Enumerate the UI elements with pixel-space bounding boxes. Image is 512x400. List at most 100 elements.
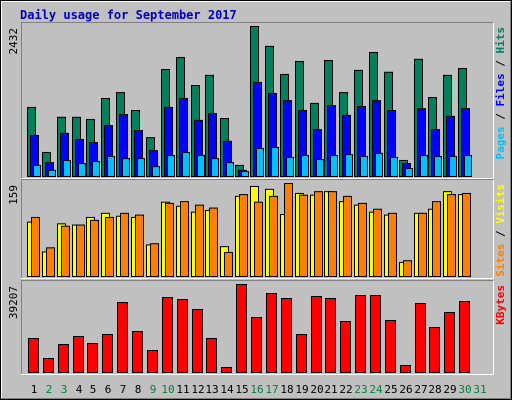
bar [150,243,159,278]
bar [102,334,113,374]
bar [33,164,41,177]
legend-separator: / [494,107,507,127]
legend-entry: Pages [494,126,507,159]
bar [301,155,309,177]
bar [31,216,40,277]
bar [92,160,100,177]
x-tick-label: 4 [76,383,83,396]
bar [330,155,338,177]
bar [78,163,86,178]
bar [345,154,353,178]
bar [90,219,99,278]
bar [224,252,233,278]
x-tick-label: 30 [458,383,471,396]
bar [388,212,397,277]
x-tick-label: 29 [443,383,456,396]
bar [420,155,428,177]
bar [76,224,85,278]
bar [120,212,129,277]
bar [271,147,279,178]
bar [316,159,324,177]
x-tick-label: 9 [150,383,157,396]
bar [375,152,383,178]
bar [43,357,54,373]
bar [415,303,426,373]
bar [447,194,456,277]
bar [281,297,292,373]
bar [197,155,205,177]
x-tick-label: 5 [90,383,97,396]
legend-entry: Sites [494,244,507,277]
x-tick-label: 11 [176,383,189,396]
bar [211,158,219,177]
x-tick-label: 15 [235,383,248,396]
bar [325,297,336,373]
bar [137,158,145,177]
legend: Sites / Visits [494,184,507,277]
x-tick-label: 23 [354,383,367,396]
x-tick-label: 18 [280,383,293,396]
x-tick-label: 13 [205,383,218,396]
bar [221,366,232,374]
bar [432,201,441,278]
bar [162,297,173,373]
x-tick-label: 27 [414,383,427,396]
bar [444,312,455,373]
bar [58,344,69,373]
bar [405,167,413,177]
x-tick-label: 28 [428,383,441,396]
x-tick-label: 3 [61,383,68,396]
bar [434,155,442,178]
bar [28,337,39,374]
bar [147,350,158,374]
bar [314,191,323,277]
bar [239,194,248,277]
x-tick-label: 24 [369,383,383,396]
bar [256,147,264,177]
bar [418,212,427,277]
bar [61,225,70,278]
bar [464,155,472,177]
x-tick-label: 10 [161,383,174,396]
bar [385,319,396,373]
legend-separator: / [494,54,507,74]
bar [429,326,440,373]
bar [122,158,130,177]
bar [403,260,412,278]
bar [459,301,470,374]
legend: Pages / Files / Hits [494,27,507,160]
legend: KBytes [494,285,507,325]
bar [63,159,71,178]
bar [360,155,368,178]
x-tick-label: 14 [220,383,234,396]
bar [226,162,234,177]
bar [286,156,294,177]
bar [46,247,55,278]
bar [241,171,249,178]
bar [462,192,471,277]
bar [390,156,398,177]
bar [373,208,382,278]
bar [177,299,188,373]
x-tick-label: 12 [191,383,204,396]
x-tick-label: 19 [295,383,308,396]
bar [180,201,189,278]
bar [343,195,352,277]
x-tick-label: 16 [250,383,263,396]
x-tick-label: 8 [135,383,142,396]
x-tick-label: 6 [105,383,112,396]
x-tick-label: 20 [310,383,323,396]
bar [236,284,247,373]
bar [192,308,203,374]
bar [135,214,144,277]
legend-entry: Visits [494,184,507,224]
bar [311,296,322,373]
y-tick-label: 159 [7,185,20,205]
x-tick-label: 17 [265,383,278,396]
bar [358,202,367,277]
bar [152,166,160,177]
bar [165,202,174,277]
bar [299,194,308,278]
